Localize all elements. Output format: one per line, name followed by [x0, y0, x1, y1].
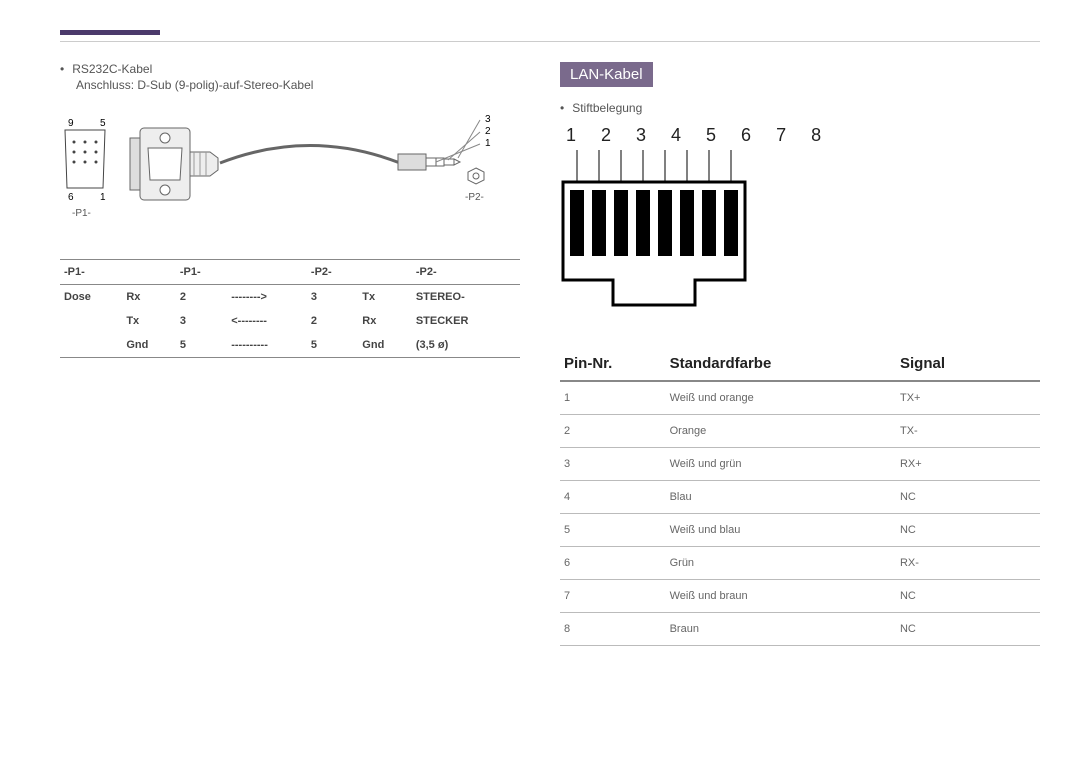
- table-cell: NC: [896, 613, 1040, 646]
- rs-th-3: [227, 260, 307, 285]
- rs-r1c1: Tx: [122, 309, 176, 333]
- table-cell: 5: [560, 514, 666, 547]
- rs-r0c3: -------->: [227, 285, 307, 310]
- rs-tbody: Dose Rx 2 --------> 3 Tx STEREO- Tx 3 <-…: [60, 285, 520, 358]
- rs-th-1: [122, 260, 176, 285]
- header-accent-bar: [60, 30, 160, 35]
- rs-r0c1: Rx: [122, 285, 176, 310]
- rs-r1c5: Rx: [358, 309, 412, 333]
- lan-th-signal: Signal: [896, 347, 1040, 381]
- table-cell: Weiß und orange: [666, 381, 896, 415]
- lan-bullet: • Stiftbelegung: [560, 101, 1040, 115]
- table-cell: Braun: [666, 613, 896, 646]
- jack-3: 3: [485, 114, 491, 125]
- jack-2: 2: [485, 126, 491, 137]
- table-cell: 2: [560, 415, 666, 448]
- rs-r1c6: STECKER: [412, 309, 520, 333]
- table-cell: RX-: [896, 547, 1040, 580]
- rs-r2c4: 5: [307, 333, 358, 358]
- table-cell: NC: [896, 580, 1040, 613]
- table-cell: Weiß und blau: [666, 514, 896, 547]
- table-cell: 8: [560, 613, 666, 646]
- rs-th-6: -P2-: [412, 260, 520, 285]
- table-cell: Weiß und braun: [666, 580, 896, 613]
- rs232-diagram: 9 5 6 1 -P1-: [60, 108, 520, 241]
- table-cell: 3: [560, 448, 666, 481]
- table-row: 3Weiß und grünRX+: [560, 448, 1040, 481]
- p2-label: -P2-: [465, 192, 484, 203]
- rs-r1c2: 3: [176, 309, 227, 333]
- lan-section-title: LAN-Kabel: [560, 62, 653, 87]
- rs-r1c0: [60, 309, 122, 333]
- table-cell: Grün: [666, 547, 896, 580]
- table-row: 8BraunNC: [560, 613, 1040, 646]
- pin-9-label: 9: [68, 118, 74, 129]
- table-cell: Blau: [666, 481, 896, 514]
- rs-r2c3: ----------: [227, 333, 307, 358]
- rs-r1c3: <--------: [227, 309, 307, 333]
- bullet-dot-icon: •: [60, 62, 64, 76]
- table-cell: RX+: [896, 448, 1040, 481]
- right-column: LAN-Kabel • Stiftbelegung 1 2 3 4 5 6 7 …: [560, 62, 1040, 646]
- rs232-subtext: Anschluss: D-Sub (9-polig)-auf-Stereo-Ka…: [76, 78, 520, 92]
- table-row: 5Weiß und blauNC: [560, 514, 1040, 547]
- header-divider: [60, 41, 1040, 42]
- rs232-bullet: • RS232C-Kabel: [60, 62, 520, 76]
- table-cell: TX-: [896, 415, 1040, 448]
- table-cell: 1: [560, 381, 666, 415]
- rs-r2c6: (3,5 ø): [412, 333, 520, 358]
- table-cell: 7: [560, 580, 666, 613]
- lan-bullet-text: Stiftbelegung: [572, 101, 642, 115]
- lan-pin-numbers: 1 2 3 4 5 6 7 8: [566, 125, 1040, 146]
- bullet-dot-icon: •: [560, 101, 564, 115]
- rs232-label: RS232C-Kabel: [72, 62, 152, 76]
- jack-1: 1: [485, 138, 491, 149]
- rs-r2c2: 5: [176, 333, 227, 358]
- pin-6-label: 6: [68, 192, 74, 203]
- table-row: 2OrangeTX-: [560, 415, 1040, 448]
- lan-th-pin: Pin-Nr.: [560, 347, 666, 381]
- table-row: 7Weiß und braunNC: [560, 580, 1040, 613]
- lan-pin-table: Pin-Nr. Standardfarbe Signal 1Weiß und o…: [560, 347, 1040, 646]
- rs232-pin-table: -P1- -P1- -P2- -P2- Dose Rx 2 --------> …: [60, 259, 520, 358]
- pin-5-label: 5: [100, 118, 106, 129]
- left-column: • RS232C-Kabel Anschluss: D-Sub (9-polig…: [60, 62, 520, 646]
- content-columns: • RS232C-Kabel Anschluss: D-Sub (9-polig…: [60, 62, 1040, 646]
- p1-label: -P1-: [72, 208, 91, 219]
- table-row: 1Weiß und orangeTX+: [560, 381, 1040, 415]
- lan-th-color: Standardfarbe: [666, 347, 896, 381]
- rs-r0c0: Dose: [60, 285, 122, 310]
- table-row: 6GrünRX-: [560, 547, 1040, 580]
- rs-r1c4: 2: [307, 309, 358, 333]
- table-cell: 4: [560, 481, 666, 514]
- table-cell: 6: [560, 547, 666, 580]
- rj45-diagram: [560, 150, 760, 320]
- rs-r0c2: 2: [176, 285, 227, 310]
- rs-r2c5: Gnd: [358, 333, 412, 358]
- table-cell: Weiß und grün: [666, 448, 896, 481]
- rs-r2c1: Gnd: [122, 333, 176, 358]
- rs-th-4: -P2-: [307, 260, 358, 285]
- table-row: 4BlauNC: [560, 481, 1040, 514]
- rs-th-2: -P1-: [176, 260, 227, 285]
- lan-tbody: 1Weiß und orangeTX+2OrangeTX-3Weiß und g…: [560, 381, 1040, 646]
- pin-1-label: 1: [100, 192, 106, 203]
- rs-th-5: [358, 260, 412, 285]
- rs-r2c0: [60, 333, 122, 358]
- table-cell: TX+: [896, 381, 1040, 415]
- table-cell: NC: [896, 481, 1040, 514]
- rs-r0c5: Tx: [358, 285, 412, 310]
- rs-th-0: -P1-: [60, 260, 122, 285]
- table-cell: NC: [896, 514, 1040, 547]
- rs-r0c4: 3: [307, 285, 358, 310]
- table-cell: Orange: [666, 415, 896, 448]
- rs-r0c6: STEREO-: [412, 285, 520, 310]
